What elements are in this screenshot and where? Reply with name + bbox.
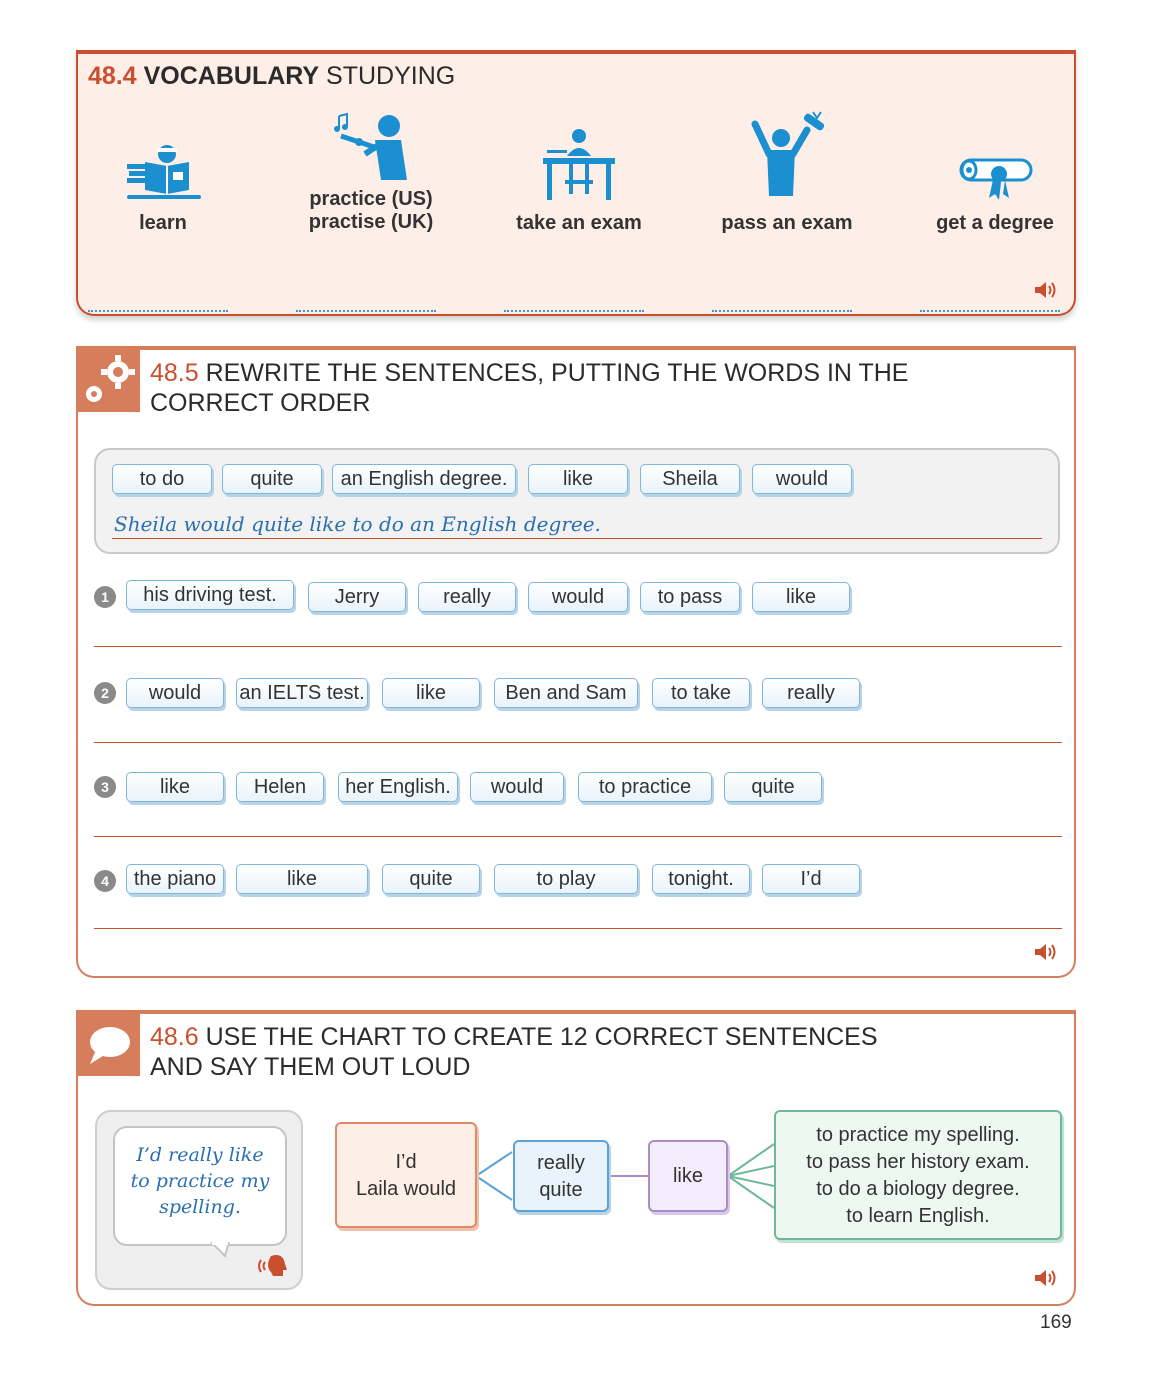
example-box: to do quite an English degree. like Shei… <box>94 448 1060 554</box>
word-chip[interactable]: to do <box>112 464 212 494</box>
word-chip[interactable]: his driving test. <box>126 580 294 610</box>
audio-speaker-icon[interactable] <box>1032 1266 1060 1290</box>
vocab-label: learn <box>139 212 187 234</box>
vocab-label: pass an exam <box>721 212 853 234</box>
page-number: 169 <box>1040 1312 1072 1333</box>
flute-player-icon <box>334 112 407 180</box>
answer-dotted-line[interactable] <box>920 310 1060 312</box>
vocab-item-get-degree: get a degree <box>910 110 1080 312</box>
bubble-tail <box>209 1242 231 1258</box>
word-chip[interactable]: like <box>126 772 224 802</box>
verb-node: like <box>648 1140 728 1212</box>
vocab-label: take an exam <box>516 212 642 234</box>
vocab-item-practice: practice (US) practise (UK) <box>286 110 456 312</box>
reading-person-icon <box>127 145 201 199</box>
example-underline <box>112 538 1042 539</box>
diploma-scroll-icon <box>959 158 1033 200</box>
speech-bubble: I’d really like to practice my spelling. <box>113 1126 287 1246</box>
adverbs-node: really quite <box>513 1140 609 1212</box>
word-chip[interactable]: to pass <box>640 582 740 612</box>
answer-line[interactable] <box>94 928 1062 929</box>
reorder-title: 48.5 REWRITE THE SENTENCES, PUTTING THE … <box>150 358 908 418</box>
section-number: 48.6 <box>150 1023 199 1051</box>
gears-icon <box>86 355 135 402</box>
gear-corner <box>78 350 140 412</box>
audio-speaker-icon[interactable] <box>1032 940 1060 964</box>
example-speech-box: I’d really like to practice my spelling. <box>95 1110 303 1290</box>
word-chip[interactable]: quite <box>382 864 480 894</box>
word-chip[interactable]: quite <box>222 464 322 494</box>
speaking-panel: 48.6 USE THE CHART TO CREATE 12 CORRECT … <box>76 1010 1076 1306</box>
word-chip[interactable]: the piano <box>126 864 224 894</box>
word-chip[interactable]: Sheila <box>640 464 740 494</box>
word-chip[interactable]: really <box>762 678 860 708</box>
question-number: 1 <box>94 586 116 608</box>
question-number: 2 <box>94 682 116 704</box>
word-chip[interactable]: an English degree. <box>332 464 516 494</box>
answer-line[interactable] <box>94 646 1062 647</box>
example-answer: Sheila would quite like to do an English… <box>114 512 601 536</box>
answer-line[interactable] <box>94 836 1062 837</box>
vocab-item-pass-exam: pass an exam <box>702 110 872 312</box>
word-chip[interactable]: to play <box>494 864 638 894</box>
celebrating-person-icon <box>751 111 825 196</box>
word-chip[interactable]: Jerry <box>308 582 406 612</box>
reorder-panel: 48.5 REWRITE THE SENTENCES, PUTTING THE … <box>76 346 1076 978</box>
word-chip[interactable]: I’d <box>762 864 860 894</box>
title-rest: STUDYING <box>326 62 456 90</box>
answer-line[interactable] <box>94 742 1062 743</box>
word-chip[interactable]: to practice <box>578 772 712 802</box>
speech-bubble-text: I’d really like to practice my spelling. <box>130 1144 270 1218</box>
section-number: 48.5 <box>150 359 199 387</box>
word-chip[interactable]: quite <box>724 772 822 802</box>
exam-desk-icon <box>543 129 615 200</box>
word-chip[interactable]: would <box>126 678 224 708</box>
vocab-label: get a degree <box>936 212 1054 234</box>
vocab-item-learn: learn <box>78 110 248 312</box>
speech-bubble-icon <box>90 1027 130 1064</box>
vocabulary-title: 48.4 VOCABULARY STUDYING <box>88 62 455 91</box>
word-chip[interactable]: would <box>528 582 628 612</box>
word-chip[interactable]: like <box>752 582 850 612</box>
title-bold: VOCABULARY <box>143 62 320 90</box>
title-line-1: REWRITE THE SENTENCES, PUTTING THE WORDS… <box>205 359 909 387</box>
answer-dotted-line[interactable] <box>296 310 436 312</box>
section-number: 48.4 <box>88 62 137 90</box>
word-chip[interactable]: would <box>752 464 852 494</box>
subjects-node: I’d Laila would <box>335 1122 477 1228</box>
word-chip[interactable]: to take <box>652 678 750 708</box>
speaking-head-icon <box>258 1255 287 1276</box>
word-chip[interactable]: really <box>418 582 516 612</box>
question-number: 4 <box>94 870 116 892</box>
title-line-2: AND SAY THEM OUT LOUD <box>150 1053 471 1081</box>
word-chip[interactable]: like <box>528 464 628 494</box>
word-chip[interactable]: like <box>236 864 368 894</box>
word-chip[interactable]: Helen <box>236 772 324 802</box>
answer-dotted-line[interactable] <box>88 310 228 312</box>
word-chip[interactable]: tonight. <box>652 864 750 894</box>
chart-connectors <box>475 1143 775 1209</box>
speech-corner <box>78 1014 140 1076</box>
title-line-1: USE THE CHART TO CREATE 12 CORRECT SENTE… <box>205 1023 878 1051</box>
vocab-label: practice (US) practise (UK) <box>308 188 434 233</box>
answer-dotted-line[interactable] <box>504 310 644 312</box>
title-line-2: CORRECT ORDER <box>150 389 371 417</box>
vocabulary-panel: 48.4 VOCABULARY STUDYING learn <box>76 50 1076 316</box>
word-chip[interactable]: like <box>382 678 480 708</box>
word-chip[interactable]: Ben and Sam <box>494 678 638 708</box>
word-chip[interactable]: an IELTS test. <box>236 678 368 708</box>
answer-dotted-line[interactable] <box>712 310 852 312</box>
word-chip[interactable]: would <box>470 772 564 802</box>
endings-node: to practice my spelling. to pass her his… <box>774 1110 1062 1240</box>
audio-speaker-icon[interactable] <box>1032 278 1060 302</box>
vocab-item-take-exam: take an exam <box>494 110 664 312</box>
speaking-title: 48.6 USE THE CHART TO CREATE 12 CORRECT … <box>150 1022 878 1082</box>
word-chip[interactable]: her English. <box>338 772 458 802</box>
question-number: 3 <box>94 776 116 798</box>
